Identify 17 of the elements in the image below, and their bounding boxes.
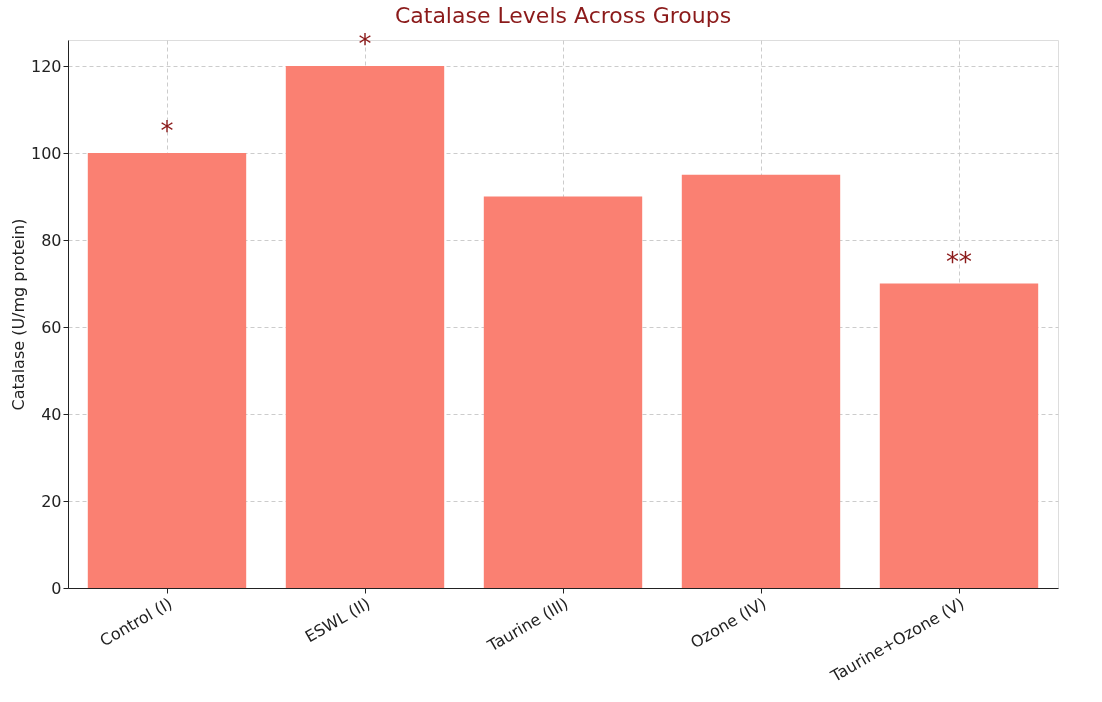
bar <box>285 66 445 588</box>
y-tick-label: 100 <box>30 143 62 163</box>
annotation: * <box>358 29 372 60</box>
chart-title: Catalase Levels Across Groups <box>394 3 732 29</box>
annotation: ** <box>946 246 972 277</box>
annotation: * <box>160 116 174 147</box>
bar <box>483 196 643 588</box>
y-tick-label: 120 <box>30 56 62 76</box>
y-tick-label: 40 <box>41 404 62 424</box>
bar <box>879 283 1039 588</box>
y-tick-label: 0 <box>51 578 62 598</box>
y-axis-title: Catalase (U/mg protein) <box>8 218 28 411</box>
bar <box>681 174 841 588</box>
bar <box>87 153 247 588</box>
y-tick-label: 20 <box>41 491 62 511</box>
y-tick-label: 80 <box>41 230 62 250</box>
y-tick-label: 60 <box>41 317 62 337</box>
